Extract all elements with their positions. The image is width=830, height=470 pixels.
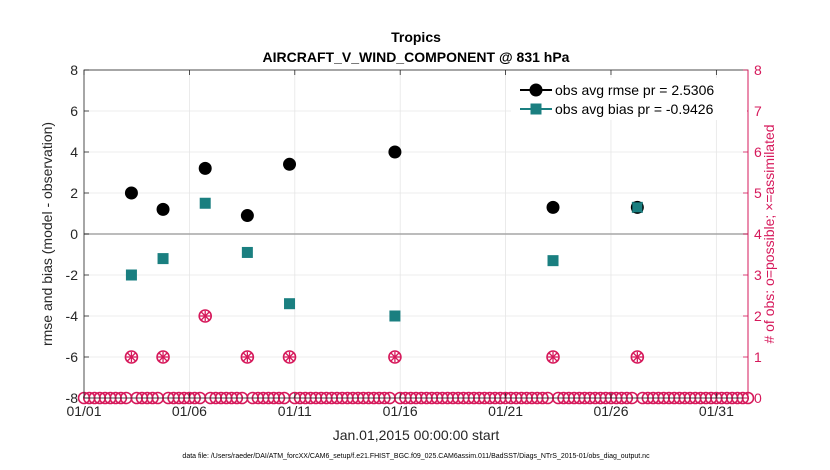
rmse-marker (388, 145, 402, 159)
legend-box (511, 78, 747, 120)
y-axis-label-right: # of obs: o=possible; ×=assimilated (761, 124, 777, 343)
obs-possible-marker (156, 350, 170, 364)
bias-marker (284, 298, 296, 310)
axis-ticks: -8 -6 -4 -2 0 2 4 6 8 0 1 2 3 4 5 6 7 8 01/01 01/06 01/11 01/… (66, 62, 762, 419)
series-markers (124, 145, 645, 364)
y-right-tick-label: 6 (754, 144, 762, 160)
y-tick-label: 4 (70, 144, 78, 160)
chart-title: Tropics (391, 29, 441, 45)
legend-marker-bias (530, 103, 542, 115)
obs-assimilated-marker (547, 351, 559, 363)
legend-label-rmse: obs avg rmse pr = 2.5306 (555, 82, 714, 98)
obs-possible-marker (240, 350, 255, 364)
obs-assimilated-marker (157, 351, 169, 363)
x-tick-label: 01/31 (699, 403, 734, 419)
y-tick-label: 2 (70, 185, 78, 201)
y-right-tick-label: 0 (754, 390, 762, 406)
rmse-marker (283, 157, 297, 171)
x-tick-label: 01/26 (593, 403, 628, 419)
x-tick-label: 01/16 (383, 403, 418, 419)
obs-assimilated-marker (389, 351, 401, 363)
obs-possible-marker (198, 309, 213, 323)
y-tick-label: 6 (70, 103, 78, 119)
chart-subtitle: AIRCRAFT_V_WIND_COMPONENT @ 831 hPa (263, 49, 570, 65)
y-tick-label: -8 (66, 390, 79, 406)
y-right-tick-label: 1 (754, 349, 762, 365)
rmse-marker (156, 202, 170, 216)
bias-marker (125, 269, 137, 281)
y-right-tick-label: 7 (754, 103, 762, 119)
x-axis-label: Jan.01,2015 00:00:00 start (333, 427, 500, 443)
x-tick-label: 01/01 (66, 403, 101, 419)
y-right-tick-label: 8 (754, 62, 762, 78)
y-right-tick-label: 2 (754, 308, 762, 324)
legend: obs avg rmse pr = 2.5306 obs avg bias pr… (511, 78, 747, 120)
obs-possible-marker (630, 350, 645, 364)
legend-label-bias: obs avg bias pr = -0.9426 (555, 101, 714, 117)
x-tick-label: 01/06 (172, 403, 207, 419)
y-tick-label: 0 (70, 226, 78, 242)
bias-marker (241, 246, 253, 258)
bias-marker (157, 253, 169, 265)
obs-assimilated-marker (632, 351, 643, 363)
obs-assimilated-marker (242, 351, 253, 363)
bias-marker (547, 255, 559, 267)
legend-marker-rmse (529, 83, 543, 97)
x-tick-label: 01/21 (488, 403, 523, 419)
rmse-marker (198, 161, 212, 175)
rmse-marker (546, 200, 560, 214)
y-tick-label: 8 (70, 62, 78, 78)
rmse-marker (124, 186, 138, 200)
y-right-tick-label: 4 (754, 226, 762, 242)
bias-marker (389, 310, 401, 322)
bias-marker (199, 197, 211, 209)
obs-assimilated-marker (126, 351, 137, 363)
y-tick-label: -6 (66, 349, 79, 365)
obs-possible-marker (282, 350, 297, 364)
obs-assimilated-marker (200, 310, 211, 322)
y-tick-label: -2 (66, 267, 79, 283)
y-tick-label: -4 (66, 308, 79, 324)
obs-possible-marker (388, 350, 402, 364)
rmse-marker (240, 209, 254, 223)
obs-possible-marker (546, 350, 560, 364)
y-right-tick-label: 5 (754, 185, 762, 201)
bias-marker-overlay (632, 202, 643, 213)
data-file-footer: data file: /Users/raeder/DAI/ATM_forcXX/… (182, 453, 650, 460)
obs-assimilated-marker (284, 351, 295, 363)
x-tick-label: 01/11 (278, 403, 312, 419)
obs-possible-marker (124, 350, 139, 364)
y-right-tick-label: 3 (754, 267, 762, 283)
y-axis-label: rmse and bias (model - observation) (39, 122, 55, 346)
